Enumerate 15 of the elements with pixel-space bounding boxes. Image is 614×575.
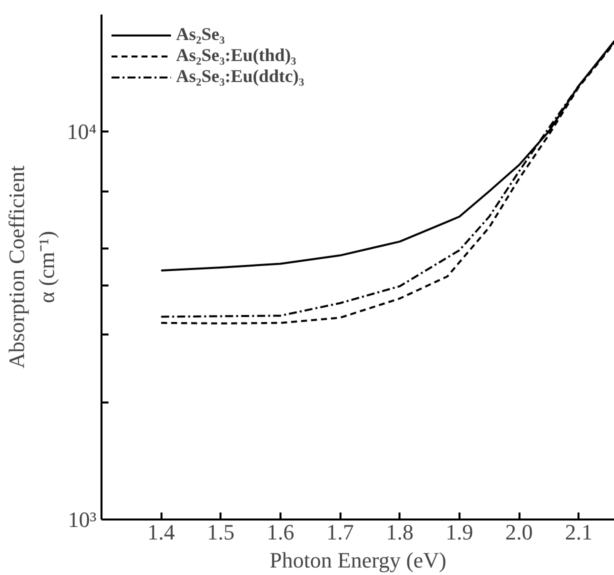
x-tick-label: 1.4: [147, 520, 175, 544]
legend-label: As₂Se₃:Eu(thd)₃: [176, 45, 296, 66]
legend-label: As₂Se₃: [176, 24, 225, 45]
x-tick-label: 1.8: [386, 520, 414, 544]
x-tick-label: 2.1: [564, 520, 592, 544]
x-axis-title: Photon Energy (eV): [270, 548, 446, 572]
x-tick-label: 1.5: [207, 520, 235, 544]
x-tick-label: 2.0: [505, 520, 533, 544]
legend-label: As₂Se₃:Eu(ddtc)₃: [176, 66, 304, 87]
x-tick-label: 1.6: [266, 520, 294, 544]
y-tick-label: 10⁴: [66, 118, 97, 144]
x-tick-label: 1.7: [326, 520, 354, 544]
y-tick-label: 10³: [68, 507, 97, 532]
x-tick-label: 1.9: [446, 520, 474, 544]
y-axis-title: Absorption Coefficient α (cm⁻¹): [4, 165, 59, 369]
